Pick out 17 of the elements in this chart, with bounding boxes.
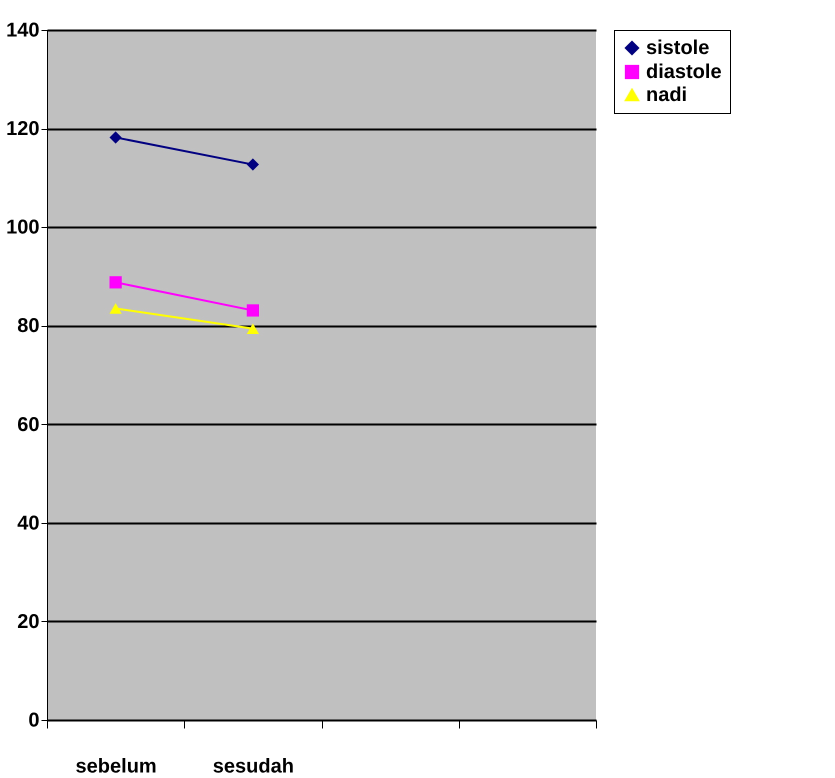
legend-label: nadi <box>646 84 688 106</box>
x-tick-label: sebelum <box>76 756 157 778</box>
y-tick-label: 40 <box>17 512 40 534</box>
y-tick-label: 120 <box>6 118 40 140</box>
x-tick-label: sesudah <box>212 756 294 778</box>
y-tick-label: 60 <box>17 414 40 436</box>
point <box>246 304 259 317</box>
y-tick-label: 100 <box>6 216 40 239</box>
point <box>110 131 122 144</box>
y-tick-label: 20 <box>17 610 40 633</box>
legend-label: sistole <box>646 37 710 59</box>
y-tick-label: 0 <box>28 710 40 732</box>
y-tick-label: 140 <box>6 20 40 42</box>
point <box>246 158 259 171</box>
legend-label: diastole <box>646 61 722 83</box>
y-tick-label: 80 <box>17 315 40 338</box>
point <box>110 276 122 288</box>
